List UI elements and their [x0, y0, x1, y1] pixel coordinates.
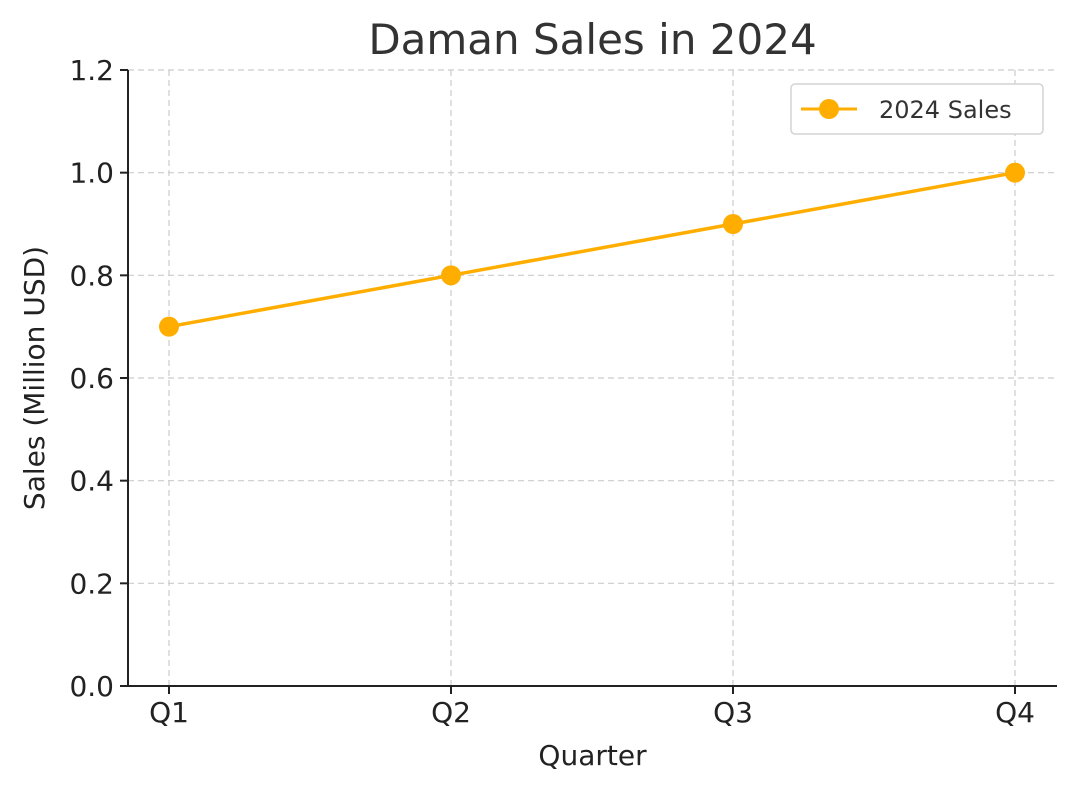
- data-point: [723, 214, 743, 234]
- legend-box: [790, 83, 1044, 135]
- data-point: [159, 316, 179, 337]
- data-point: [1005, 162, 1025, 183]
- y-axis-label: Sales (Million USD): [18, 246, 51, 510]
- y-tick-label: 0.8: [69, 259, 114, 292]
- ticks: 0.0 0.2 0.4 0.6 0.8 1.0 1.2 Q1 Q2 Q3 Q4: [69, 54, 1034, 729]
- chart-title: Daman Sales in 2024: [368, 15, 816, 64]
- legend-entry-label: 2024 Sales: [879, 96, 1012, 124]
- legend: 2024 Sales: [790, 83, 1044, 135]
- y-tick-label: 0.6: [69, 362, 114, 395]
- x-tick-label: Q3: [713, 696, 753, 729]
- legend-marker-swatch: [819, 99, 839, 119]
- data-point: [441, 265, 461, 286]
- grid: [128, 69, 1057, 687]
- x-axis-label: Quarter: [538, 739, 647, 772]
- x-tick-label: Q4: [995, 696, 1035, 729]
- y-tick-label: 0.0: [69, 670, 114, 703]
- y-tick-label: 1.0: [69, 157, 114, 190]
- y-tick-label: 1.2: [69, 54, 114, 87]
- series: [159, 162, 1025, 337]
- series-line: [167, 170, 1017, 329]
- x-tick-label: Q1: [149, 696, 189, 729]
- y-tick-label: 0.4: [69, 465, 114, 498]
- x-tick-label: Q2: [431, 696, 471, 729]
- y-tick-label: 0.2: [69, 567, 114, 600]
